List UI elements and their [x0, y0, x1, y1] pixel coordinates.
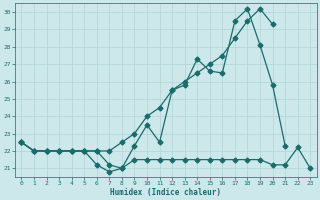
X-axis label: Humidex (Indice chaleur): Humidex (Indice chaleur) [110, 188, 221, 197]
